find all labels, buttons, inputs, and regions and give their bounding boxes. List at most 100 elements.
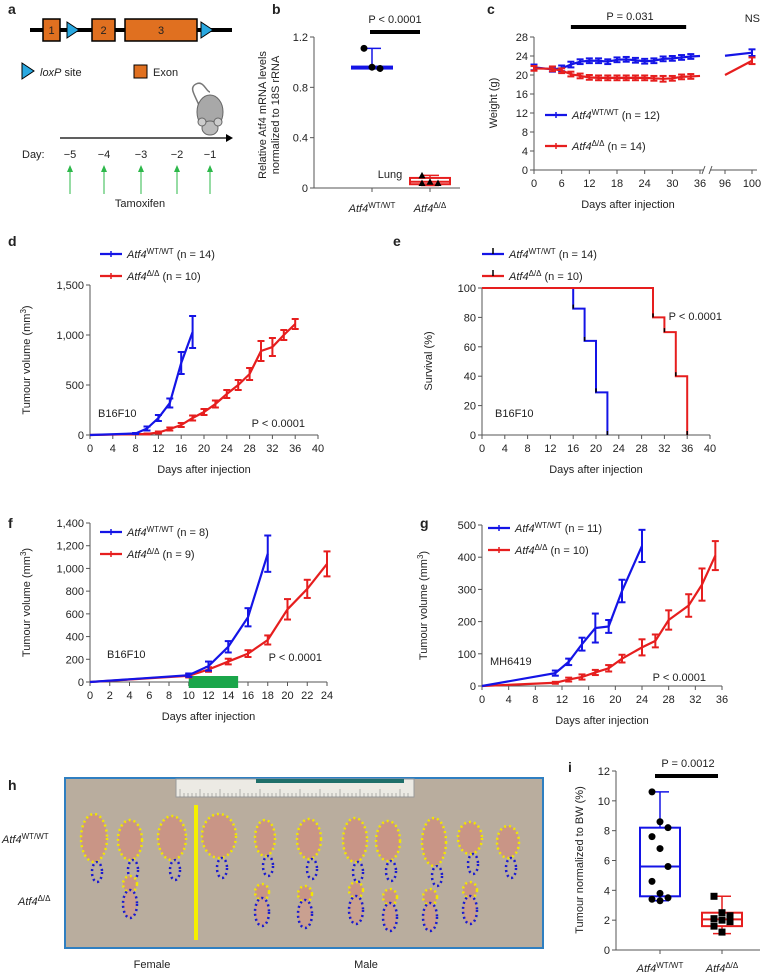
genotype-superscript: Δ/Δ [147,547,161,556]
row-label-wt: Atf4WT/WT [1,832,49,846]
gene-name: Atf4 [514,523,535,535]
x-tick-label: 20 [590,443,602,455]
series [89,534,272,684]
axis-break-icon [701,165,706,175]
series [89,550,331,684]
series-line [724,59,753,76]
legend-item: Atf4WT/WT (n = 12) [545,108,660,122]
gene-name: Atf4 [126,271,147,283]
lymph-outline-wt [351,860,365,884]
x-tick-label: 28 [663,694,675,706]
y-tick-label: 0 [78,677,84,689]
arrowhead-icon [174,165,180,172]
category-label: Atf4WT/WT [348,201,396,215]
x-tick-label: 0 [87,443,93,455]
exon-box [124,18,198,42]
loxp-text: loxP [40,67,62,79]
genotype-superscript: WT/WT [535,521,562,530]
survival-curve [482,287,689,435]
x-tick-label: 12 [583,178,595,190]
data-point [418,171,426,179]
exon-box [42,18,61,42]
ns-label: NS [745,13,760,25]
y-tick-label: 400 [458,552,476,564]
sample-size: (n = 14) [608,141,646,153]
survival-curve [482,287,609,435]
p-value: P < 0.0001 [669,311,722,323]
x-tick-label: 10 [183,690,195,702]
tumour-outline-wt [116,818,144,862]
x-tick-label: 32 [658,443,670,455]
y-tick-label: 8 [604,826,610,838]
x-tick-label: 16 [242,690,254,702]
data-point [434,179,442,186]
panel-label: i [568,759,572,775]
x-tick-label: 4 [502,443,508,455]
genotype-superscript: Δ/Δ [529,269,543,278]
x-tick-label: 12 [202,690,214,702]
y-axis-label: Weight (g) [488,78,500,129]
y-tick-label: 1,000 [56,563,84,575]
x-tick-label: 2 [107,690,113,702]
y-label-text: Tumour volume (mm [21,314,33,415]
data-point [368,63,376,71]
panel-label: a [8,1,16,17]
x-tick-label: 4 [126,690,132,702]
genotype-superscript: Δ/Δ [38,894,52,903]
exon-label: 1 [48,25,54,37]
x-tick-label: 32 [689,694,701,706]
x-tick-label: 20 [609,694,621,706]
y-label-end: ) [418,551,430,555]
lymph-outline-del [121,888,139,920]
x-tick-label: 22 [301,690,313,702]
y-tick-label: 0 [470,430,476,442]
lymph-outline-del [253,896,271,928]
legend-item: Atf4WT/WT (n = 8) [100,525,209,539]
legend-label: Atf4Δ/Δ (n = 10) [508,269,583,283]
arrowhead-icon [226,134,233,142]
ruler-band [256,779,404,783]
x-tick-label: 12 [556,694,568,706]
genotype-superscript: WT/WT [592,108,619,117]
x-tick-label: 20 [198,443,210,455]
series-1-late [724,56,756,76]
arrowhead-icon [67,165,73,172]
gene-name: Atf4 [1,834,22,846]
day-tick-label: −2 [171,149,184,161]
y-tick-label: 500 [66,380,84,392]
y-label-end: ) [21,548,33,552]
panel-label: b [272,1,281,17]
y-tick-label: 0 [302,183,308,195]
tumour-outline-wt [456,820,484,856]
day-tick-label: −3 [135,149,148,161]
x-tick-label: 96 [719,178,731,190]
p-value: P = 0.031 [606,11,653,23]
panel-label: f [8,515,13,531]
series [89,318,299,437]
tumour-outline-wt [253,818,277,858]
x-tick-label: 40 [704,443,716,455]
tumour-outline-wt [341,816,369,864]
data-point [656,889,664,897]
gene-name: Atf4 [348,203,369,215]
x-tick-label: 36 [681,443,693,455]
data-point [664,862,672,870]
y-tick-label: 0 [470,681,476,693]
gene-name: Atf4 [17,896,38,908]
x-tick-label: 28 [243,443,255,455]
data-point [664,824,672,832]
x-tick-label: 12 [544,443,556,455]
gene-name: Atf4 [571,110,592,122]
sample-size: (n = 12) [622,110,660,122]
lymph-outline-del [296,898,314,930]
x-tick-label: 8 [133,443,139,455]
y-tick-label: 800 [66,586,84,598]
y-tick-label: 400 [66,632,84,644]
x-tick-label: 12 [152,443,164,455]
tissue-label: Lung [378,169,402,181]
lymph-outline-wt [261,854,275,878]
data-point [426,178,434,185]
y-tick-label: 40 [464,371,476,383]
tumour-outline-wt [79,812,109,864]
y-label-sup: 3 [19,551,28,556]
